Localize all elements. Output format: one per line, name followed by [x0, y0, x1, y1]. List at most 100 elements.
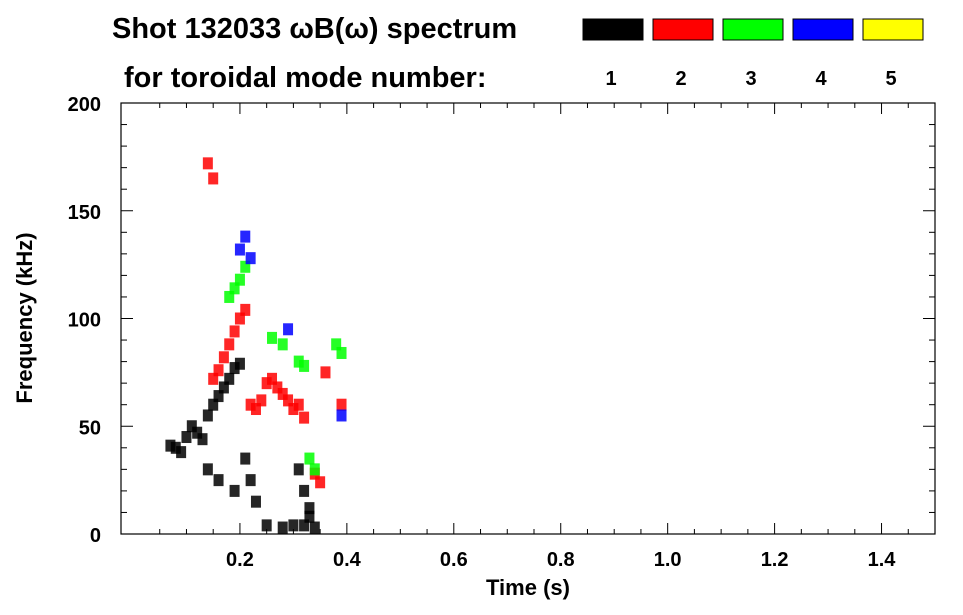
data-point	[234, 312, 245, 325]
legend-swatch-4	[792, 18, 854, 41]
legend-label-1: 1	[605, 68, 616, 90]
spectrum-data	[165, 157, 347, 534]
data-point	[293, 463, 304, 476]
chart-title: Shot 132033 ωB(ω) spectrum	[112, 13, 517, 45]
data-point	[240, 303, 251, 316]
data-point	[240, 230, 251, 243]
chart-subtitle: for toroidal mode number:	[124, 62, 487, 94]
data-point	[304, 452, 315, 465]
data-point	[240, 452, 251, 465]
data-point	[299, 484, 310, 497]
legend-label-2: 2	[675, 68, 686, 90]
x-tick-label: 0.6	[440, 549, 468, 571]
data-point	[170, 441, 181, 454]
data-point	[176, 446, 187, 459]
y-tick-label: 150	[68, 202, 101, 224]
series-n=2	[202, 157, 347, 489]
y-tick-label: 100	[68, 310, 101, 332]
y-axis-title: Frequency (kHz)	[12, 232, 37, 403]
legend-swatch-3	[722, 18, 784, 41]
x-tick-label: 1.4	[868, 549, 897, 571]
data-point	[229, 282, 240, 295]
x-tick-label: 1.0	[654, 549, 682, 571]
data-point	[250, 495, 261, 508]
data-point	[261, 377, 272, 390]
data-point	[256, 394, 267, 407]
data-point	[288, 519, 299, 532]
y-tick-label: 200	[68, 94, 101, 116]
legend-swatch-1	[582, 18, 644, 41]
data-point	[218, 381, 229, 394]
data-point	[309, 463, 320, 476]
data-point	[299, 519, 310, 532]
data-point	[315, 476, 326, 489]
data-point	[309, 521, 320, 534]
data-point	[299, 411, 310, 424]
data-point	[224, 290, 235, 303]
data-point	[234, 357, 245, 370]
data-point	[283, 394, 294, 407]
data-point	[245, 474, 256, 487]
data-point	[277, 338, 288, 351]
data-point	[197, 433, 208, 446]
data-point	[181, 431, 192, 444]
data-point	[234, 243, 245, 256]
data-point	[202, 409, 213, 422]
series-n=1	[165, 357, 320, 534]
axis-ticks: 0.2 0.4 0.6 0.8 1.0 1.2 1.4 0 50 100 150 200	[68, 94, 935, 571]
data-point	[224, 372, 235, 385]
y-tick-label: 50	[79, 417, 101, 439]
data-point	[277, 521, 288, 534]
data-point	[192, 426, 203, 439]
data-point	[202, 463, 213, 476]
data-point	[304, 510, 315, 523]
data-point	[288, 403, 299, 416]
x-tick-label: 0.4	[333, 549, 362, 571]
data-point	[320, 366, 331, 379]
data-point	[331, 338, 342, 351]
series-n=4	[234, 230, 347, 422]
legend: 1 2 3 4 5	[582, 18, 924, 90]
data-point	[336, 398, 347, 411]
data-point	[213, 364, 224, 377]
data-point	[304, 502, 315, 515]
data-point	[186, 420, 197, 433]
legend-label-3: 3	[745, 68, 756, 90]
data-point	[272, 381, 283, 394]
legend-swatch-5	[862, 18, 924, 41]
x-tick-label: 1.2	[761, 549, 789, 571]
data-point	[336, 409, 347, 422]
data-point	[224, 338, 235, 351]
x-axis-title: Time (s)	[486, 575, 570, 600]
data-point	[234, 273, 245, 286]
data-point	[261, 519, 272, 532]
data-point	[229, 325, 240, 338]
data-point	[299, 359, 310, 372]
y-tick-label: 0	[90, 525, 101, 547]
legend-label-4: 4	[815, 68, 827, 90]
series-n=3	[224, 260, 347, 476]
data-point	[293, 398, 304, 411]
data-point	[277, 387, 288, 400]
data-point	[165, 439, 176, 452]
data-point	[213, 390, 224, 403]
data-point	[218, 351, 229, 364]
data-point	[240, 260, 251, 273]
data-point	[202, 157, 213, 170]
x-tick-label: 0.8	[547, 549, 575, 571]
data-point	[208, 372, 219, 385]
data-point	[267, 372, 278, 385]
data-point	[245, 398, 256, 411]
data-point	[208, 398, 219, 411]
data-point	[229, 362, 240, 375]
data-point	[229, 484, 240, 497]
data-point	[336, 346, 347, 359]
data-point	[245, 252, 256, 265]
data-point	[250, 403, 261, 416]
legend-label-5: 5	[885, 68, 896, 90]
data-point	[267, 331, 278, 344]
data-point	[208, 172, 219, 185]
legend-swatch-2	[652, 18, 714, 41]
data-point	[283, 323, 294, 336]
